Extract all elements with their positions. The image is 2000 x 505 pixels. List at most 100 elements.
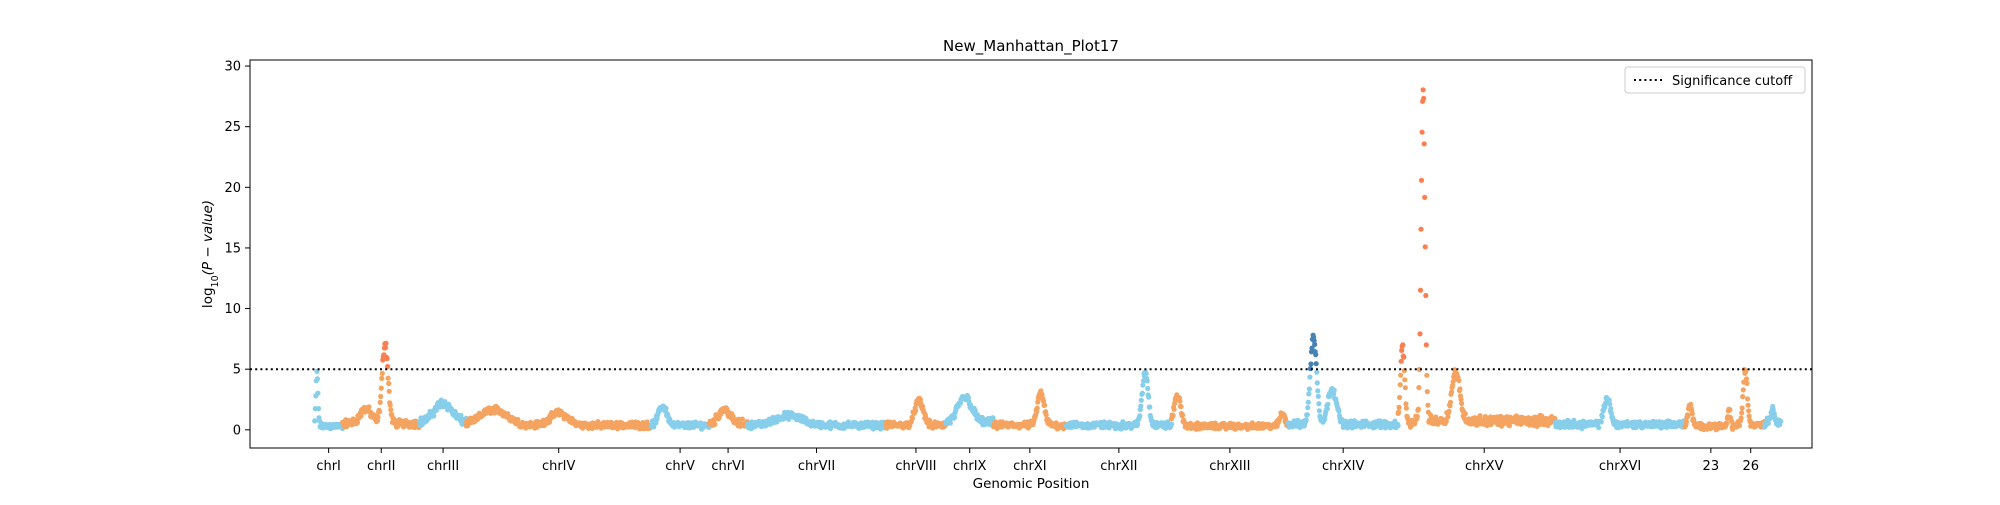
snp-point bbox=[1416, 385, 1422, 391]
x-tick-label: 23 bbox=[1703, 459, 1720, 474]
snp-point bbox=[1423, 292, 1429, 299]
snp-point bbox=[314, 376, 320, 382]
snp-point bbox=[1147, 404, 1153, 410]
snp-point bbox=[1456, 377, 1462, 384]
snp-point bbox=[1462, 411, 1468, 417]
snp-point bbox=[1736, 422, 1743, 429]
snp-point bbox=[1417, 287, 1424, 293]
x-tick-label: chrVII bbox=[798, 459, 835, 474]
snp-point bbox=[1415, 406, 1421, 412]
snp-point bbox=[378, 393, 384, 400]
snp-point bbox=[386, 380, 392, 387]
snp-point bbox=[515, 416, 521, 423]
snp-point bbox=[433, 407, 439, 413]
y-tick-label: 0 bbox=[233, 423, 241, 438]
snp-point bbox=[1745, 402, 1751, 408]
y-tick-label: 25 bbox=[224, 120, 241, 135]
snp-point bbox=[1743, 376, 1750, 382]
snp-point bbox=[354, 419, 360, 426]
snp-point bbox=[382, 345, 389, 351]
data-points bbox=[312, 87, 1784, 433]
snp-point bbox=[1421, 95, 1427, 101]
snp-point bbox=[1331, 391, 1337, 397]
y-tick-label: 5 bbox=[233, 363, 241, 378]
snp-point bbox=[909, 415, 916, 421]
snp-point bbox=[1403, 401, 1409, 407]
snp-point bbox=[1398, 358, 1404, 364]
x-tick-label: chrIII bbox=[427, 459, 459, 474]
snp-point bbox=[990, 415, 996, 421]
snp-point bbox=[358, 413, 364, 419]
y-tick-label: 10 bbox=[224, 302, 241, 317]
snp-point bbox=[1425, 402, 1431, 408]
y-label-rest: (P − value) bbox=[200, 200, 216, 275]
x-tick-label: chrIX bbox=[953, 459, 987, 474]
snp-point bbox=[1744, 396, 1751, 402]
snp-point bbox=[1034, 405, 1040, 411]
snp-point bbox=[378, 385, 384, 391]
x-tick-label: chrXV bbox=[1465, 459, 1504, 474]
snp-point bbox=[1403, 405, 1409, 411]
snp-point bbox=[1421, 141, 1427, 147]
x-tick-label: chrXIII bbox=[1209, 459, 1250, 474]
snp-point bbox=[315, 390, 321, 396]
snp-point bbox=[1396, 409, 1402, 415]
snp-point bbox=[913, 408, 919, 414]
snp-point bbox=[1395, 423, 1401, 429]
snp-point bbox=[315, 406, 322, 412]
snp-point bbox=[1309, 345, 1315, 351]
snp-point bbox=[1331, 387, 1337, 393]
x-tick-label: chrV bbox=[665, 459, 695, 474]
snp-point bbox=[1303, 417, 1309, 423]
snp-point bbox=[1738, 415, 1744, 421]
legend-cutoff-label: Significance cutoff bbox=[1672, 74, 1793, 89]
snp-point bbox=[1143, 370, 1149, 377]
snp-point bbox=[1168, 421, 1175, 427]
snp-point bbox=[1402, 385, 1408, 391]
snp-point bbox=[385, 363, 391, 370]
snp-point bbox=[1596, 425, 1602, 431]
snp-point bbox=[1739, 405, 1745, 411]
snp-point bbox=[1457, 386, 1463, 392]
snp-point bbox=[1306, 391, 1312, 397]
snp-point bbox=[1314, 380, 1320, 386]
snp-point bbox=[1035, 399, 1041, 405]
snp-point bbox=[1727, 407, 1733, 413]
snp-point bbox=[1177, 398, 1183, 404]
snp-point bbox=[1308, 361, 1314, 367]
snp-point bbox=[1418, 177, 1425, 183]
snp-point bbox=[377, 409, 383, 415]
x-tick-label: 26 bbox=[1742, 459, 1759, 474]
snp-point bbox=[379, 375, 385, 381]
x-tick-label: chrXVI bbox=[1599, 459, 1641, 474]
snp-point bbox=[386, 388, 392, 394]
snp-point bbox=[1314, 369, 1320, 375]
snp-point bbox=[1400, 342, 1406, 348]
snp-point bbox=[1315, 388, 1321, 394]
snp-point bbox=[1419, 129, 1425, 135]
snp-point bbox=[1316, 408, 1322, 414]
snp-point bbox=[1765, 420, 1771, 426]
snp-point bbox=[375, 414, 381, 420]
snp-point bbox=[1039, 392, 1045, 398]
snp-point bbox=[384, 355, 390, 362]
x-tick-label: chrVIII bbox=[895, 459, 936, 474]
snp-point bbox=[1401, 354, 1407, 360]
snp-point bbox=[387, 402, 393, 408]
y-axis-label: log10(P − value) bbox=[200, 200, 221, 308]
snp-point bbox=[1743, 368, 1749, 374]
snp-point bbox=[1414, 413, 1420, 420]
snp-point bbox=[1458, 396, 1464, 402]
snp-point bbox=[1135, 421, 1141, 427]
snp-point bbox=[651, 424, 657, 430]
x-tick-label: chrIV bbox=[542, 459, 576, 474]
axes-frame bbox=[249, 59, 1813, 449]
snp-point bbox=[1739, 410, 1745, 416]
chart-title: New_Manhattan_Plot17 bbox=[943, 37, 1119, 56]
snp-point bbox=[1607, 401, 1613, 407]
snp-point bbox=[1171, 406, 1177, 412]
snp-point bbox=[1043, 412, 1049, 418]
y-axis-ticks: 0 5 10 15 20 25 30 bbox=[224, 60, 250, 438]
